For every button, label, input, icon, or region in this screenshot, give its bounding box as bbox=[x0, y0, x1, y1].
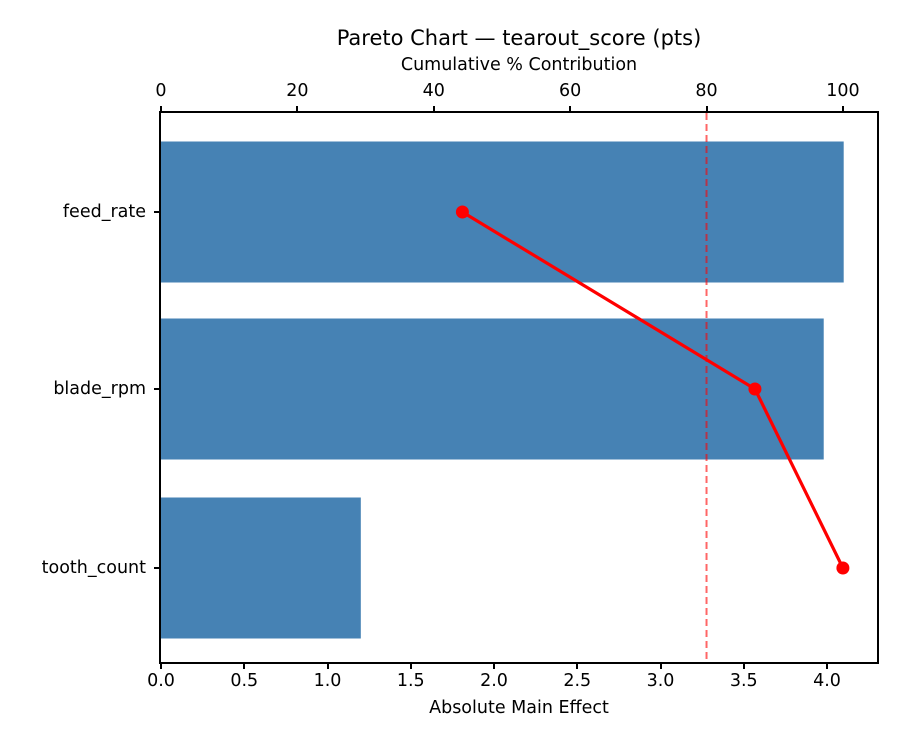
bottom-axis-tick-label: 0.0 bbox=[147, 671, 175, 691]
bar-blade_rpm bbox=[161, 318, 824, 460]
bar-tooth_count bbox=[161, 497, 361, 639]
bottom-axis-tick-mark bbox=[826, 662, 829, 669]
top-axis-tick-label: 20 bbox=[286, 81, 309, 101]
top-axis-tick-mark bbox=[705, 106, 708, 113]
top-axis-tick-label: 80 bbox=[695, 81, 718, 101]
bottom-axis-tick-mark bbox=[160, 662, 162, 669]
top-axis-tick-mark bbox=[432, 106, 435, 113]
bar-feed_rate bbox=[161, 141, 844, 283]
top-axis-tick-mark bbox=[160, 106, 162, 113]
y-axis-tick-label-tooth_count: tooth_count bbox=[41, 558, 146, 578]
bottom-axis-tick-label: 1.0 bbox=[313, 671, 342, 691]
cumulative-marker-feed_rate bbox=[455, 205, 469, 219]
bottom-axis-tick-mark bbox=[742, 662, 745, 669]
bottom-axis-tick-mark bbox=[326, 662, 329, 669]
chart-title: Pareto Chart — tearout_score (pts) bbox=[336, 26, 702, 50]
y-axis-tick-label-blade_rpm: blade_rpm bbox=[53, 379, 146, 399]
top-axis-tick-label: 0 bbox=[155, 81, 167, 101]
bottom-axis-tick-label: 1.5 bbox=[396, 671, 425, 691]
y-axis-tick-mark bbox=[154, 211, 161, 213]
cumulative-marker-tooth_count bbox=[836, 561, 850, 575]
bottom-axis-tick-mark bbox=[409, 662, 412, 669]
bottom-axis-tick-label: 3.5 bbox=[729, 671, 758, 691]
bottom-axis-tick-mark bbox=[243, 662, 246, 669]
bottom-axis-tick-mark bbox=[659, 662, 662, 669]
top-axis-tick-label: 100 bbox=[826, 81, 860, 101]
top-axis-tick-mark bbox=[569, 106, 572, 113]
top-axis-tick-label: 60 bbox=[559, 81, 582, 101]
top-axis-label: Cumulative % Contribution bbox=[400, 55, 638, 75]
top-axis-tick-mark bbox=[296, 106, 299, 113]
bottom-axis-tick-label: 0.5 bbox=[230, 671, 259, 691]
bottom-axis-tick-label: 3.0 bbox=[646, 671, 675, 691]
cumulative-marker-blade_rpm bbox=[748, 382, 762, 396]
bottom-axis-tick-mark bbox=[493, 662, 496, 669]
bottom-axis-label: Absolute Main Effect bbox=[429, 698, 609, 718]
bottom-axis-tick-label: 2.0 bbox=[480, 671, 508, 691]
bottom-axis-tick-label: 4.0 bbox=[813, 671, 841, 691]
plot-area bbox=[159, 111, 879, 664]
top-axis-tick-label: 40 bbox=[422, 81, 445, 101]
y-axis-tick-label-feed_rate: feed_rate bbox=[62, 202, 146, 222]
bottom-axis-tick-mark bbox=[576, 662, 579, 669]
y-axis-tick-mark bbox=[154, 388, 161, 390]
top-axis-tick-mark bbox=[841, 106, 844, 113]
y-axis-tick-mark bbox=[154, 567, 161, 569]
chart-canvas bbox=[161, 113, 850, 662]
bottom-axis-tick-label: 2.5 bbox=[563, 671, 592, 691]
